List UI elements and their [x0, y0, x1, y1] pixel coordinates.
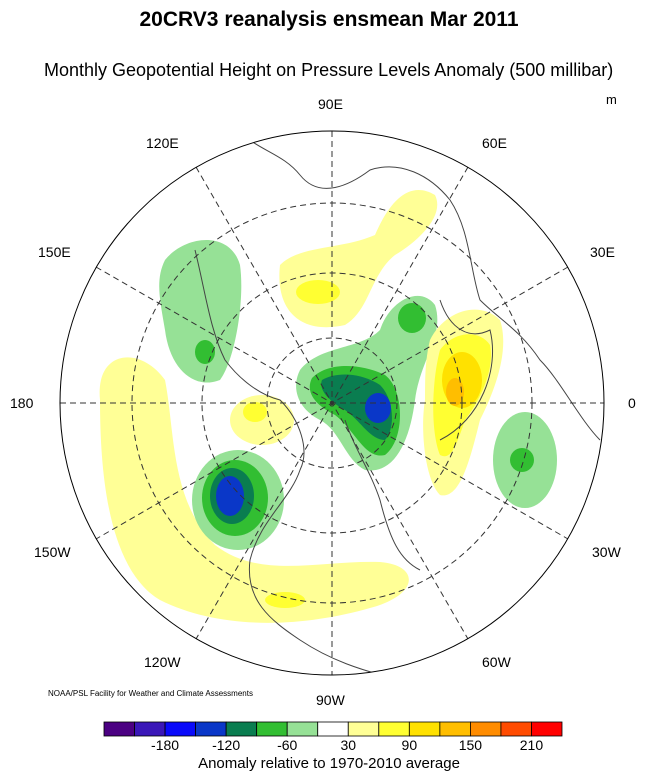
colorbar-swatch: [378, 721, 410, 737]
colorbar-swatch: [469, 721, 502, 737]
chart-title: 20CRV3 reanalysis ensmean Mar 2011: [139, 8, 519, 31]
lon-label-180: 180: [10, 395, 34, 411]
colorbar-tick-label: 150: [458, 737, 483, 753]
colorbar-tick-label: 90: [401, 737, 418, 753]
lon-label-60w: 60W: [482, 654, 511, 670]
coastlines: [194, 131, 601, 675]
colorbar: [103, 721, 563, 737]
colorbar-swatch: [195, 721, 227, 737]
negative-anomaly-pacific-nw-core: [216, 476, 244, 516]
colorbar-title: Anomaly relative to 1970-2010 average: [198, 755, 460, 772]
colorbar-tick-label: -180: [151, 737, 180, 753]
colorbar-swatch: [317, 721, 349, 737]
negative-anomaly-greenland-core: [365, 393, 391, 423]
positive-anomaly-us-core: [265, 592, 305, 608]
lon-label-30w: 30W: [592, 544, 621, 560]
lon-label-150w: 150W: [34, 544, 71, 560]
colorbar-swatch: [134, 721, 166, 737]
colorbar-swatch: [408, 721, 441, 737]
graticule: [60, 131, 604, 675]
colorbar-tick-label: 30: [340, 737, 357, 753]
colorbar-swatch: [439, 721, 471, 737]
lon-label-120e: 120E: [146, 135, 179, 151]
colorbar-swatch: [164, 721, 196, 737]
positive-anomaly-north-asia-core: [296, 280, 340, 304]
negative-anomaly-siberia: [159, 240, 242, 383]
positive-anomaly-europe-core: [446, 378, 464, 406]
lon-label-30e: 30E: [590, 244, 615, 260]
chart-subtitle: Monthly Geopotential Height on Pressure …: [44, 60, 614, 80]
colorbar-tick-label: -60: [277, 737, 298, 753]
anomaly-field: [99, 131, 601, 675]
colorbar-swatch: [225, 721, 258, 737]
lon-label-150e: 150E: [38, 244, 71, 260]
lon-label-60e: 60E: [482, 135, 507, 151]
colorbar-swatch: [256, 721, 288, 737]
colorbar-swatch: [103, 721, 135, 737]
lon-label-90e: 90E: [318, 96, 343, 112]
colorbar-tick-label: -120: [212, 737, 241, 753]
lon-label-0: 0: [628, 395, 636, 411]
colorbar-swatch: [531, 721, 563, 737]
colorbar-tick-label: 210: [519, 737, 544, 753]
colorbar-swatch: [347, 721, 380, 737]
units-label: m: [606, 92, 617, 107]
lon-label-90w: 90W: [316, 692, 345, 708]
colorbar-swatch: [286, 721, 319, 737]
positive-anomaly-pacific-arc: [99, 357, 409, 623]
map-boundary: [59, 130, 605, 676]
colorbar-swatch: [500, 721, 532, 737]
lon-label-120w: 120W: [144, 654, 181, 670]
credit-text: NOAA/PSL Facility for Weather and Climat…: [48, 689, 253, 698]
